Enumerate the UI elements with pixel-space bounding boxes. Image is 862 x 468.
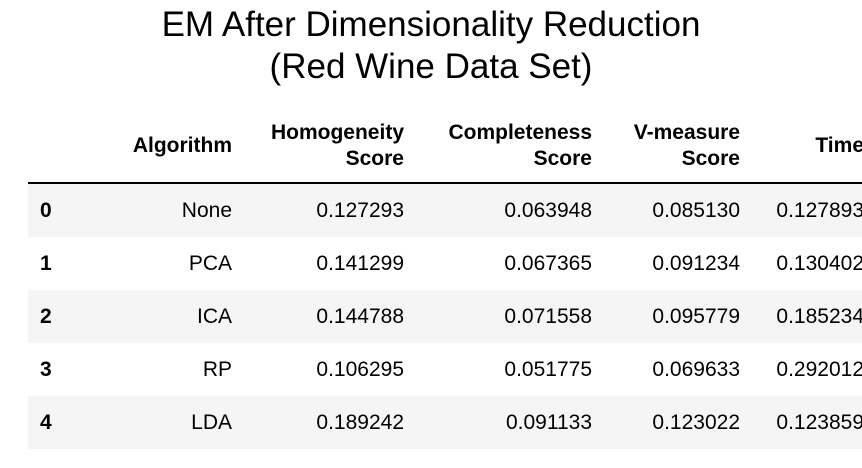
cell-time: 0.127893	[776, 198, 862, 222]
results-table: Algorithm Homogeneity Score Completeness…	[28, 110, 862, 449]
cell-homogeneity: 0.106295	[316, 357, 404, 381]
cell-time: 0.292012	[776, 357, 862, 381]
cell-algorithm: PCA	[188, 251, 232, 275]
cell-homogeneity: 0.144788	[316, 304, 404, 328]
cell-time: 0.130402	[776, 251, 862, 275]
cell-v-measure: 0.095779	[652, 304, 740, 328]
table-row: 2 ICA 0.144788 0.071558 0.095779 0.18523…	[28, 290, 862, 343]
column-header-line: Completeness	[448, 121, 592, 144]
column-header-homogeneity: Homogeneity Score	[244, 110, 416, 184]
table-row: 1 PCA 0.141299 0.067365 0.091234 0.13040…	[28, 237, 862, 290]
cell-homogeneity: 0.189242	[316, 410, 404, 434]
column-header-v-measure: V-measure Score	[604, 110, 752, 184]
cell-v-measure: 0.091234	[652, 251, 740, 275]
table-row: 0 None 0.127293 0.063948 0.085130 0.1278…	[28, 183, 862, 237]
cell-completeness: 0.091133	[505, 410, 592, 434]
row-index: 2	[40, 304, 52, 328]
row-index: 1	[40, 251, 52, 275]
row-index: 0	[40, 198, 52, 222]
title-line-2: (Red Wine Data Set)	[269, 47, 593, 86]
cell-completeness: 0.071558	[504, 304, 592, 328]
cell-v-measure: 0.069633	[652, 357, 740, 381]
column-header-line: V-measure	[633, 121, 740, 144]
cell-completeness: 0.051775	[504, 357, 592, 381]
cell-algorithm: RP	[202, 357, 232, 381]
cell-homogeneity: 0.141299	[316, 251, 404, 275]
cell-algorithm: ICA	[196, 304, 232, 328]
cell-completeness: 0.067365	[504, 251, 592, 275]
index-column-header	[28, 110, 76, 184]
cell-v-measure: 0.085130	[652, 198, 740, 222]
row-index: 3	[40, 357, 52, 381]
table-header-row: Algorithm Homogeneity Score Completeness…	[28, 110, 862, 184]
column-header-completeness: Completeness Score	[416, 110, 604, 184]
row-index: 4	[40, 410, 52, 434]
page-title: EM After Dimensionality Reduction (Red W…	[0, 4, 862, 88]
column-header-line: Score	[681, 147, 740, 170]
column-header-algorithm: Algorithm	[76, 110, 244, 184]
column-header-line: Score	[533, 147, 592, 170]
table-row: 4 LDA 0.189242 0.091133 0.123022 0.12385…	[28, 396, 862, 449]
cell-v-measure: 0.123022	[652, 410, 740, 434]
table-row: 3 RP 0.106295 0.051775 0.069633 0.292012	[28, 343, 862, 396]
column-header-time: Time	[752, 110, 862, 184]
cell-algorithm: None	[181, 198, 232, 222]
cell-time: 0.123859	[776, 410, 862, 434]
cell-completeness: 0.063948	[504, 198, 592, 222]
column-header-line: Algorithm	[132, 134, 232, 157]
cell-algorithm: LDA	[191, 410, 232, 434]
title-line-1: EM After Dimensionality Reduction	[161, 5, 701, 44]
column-header-line: Homogeneity	[270, 121, 404, 144]
cell-homogeneity: 0.127293	[316, 198, 404, 222]
cell-time: 0.185234	[776, 304, 862, 328]
column-header-line: Time	[815, 134, 862, 157]
column-header-line: Score	[345, 147, 404, 170]
